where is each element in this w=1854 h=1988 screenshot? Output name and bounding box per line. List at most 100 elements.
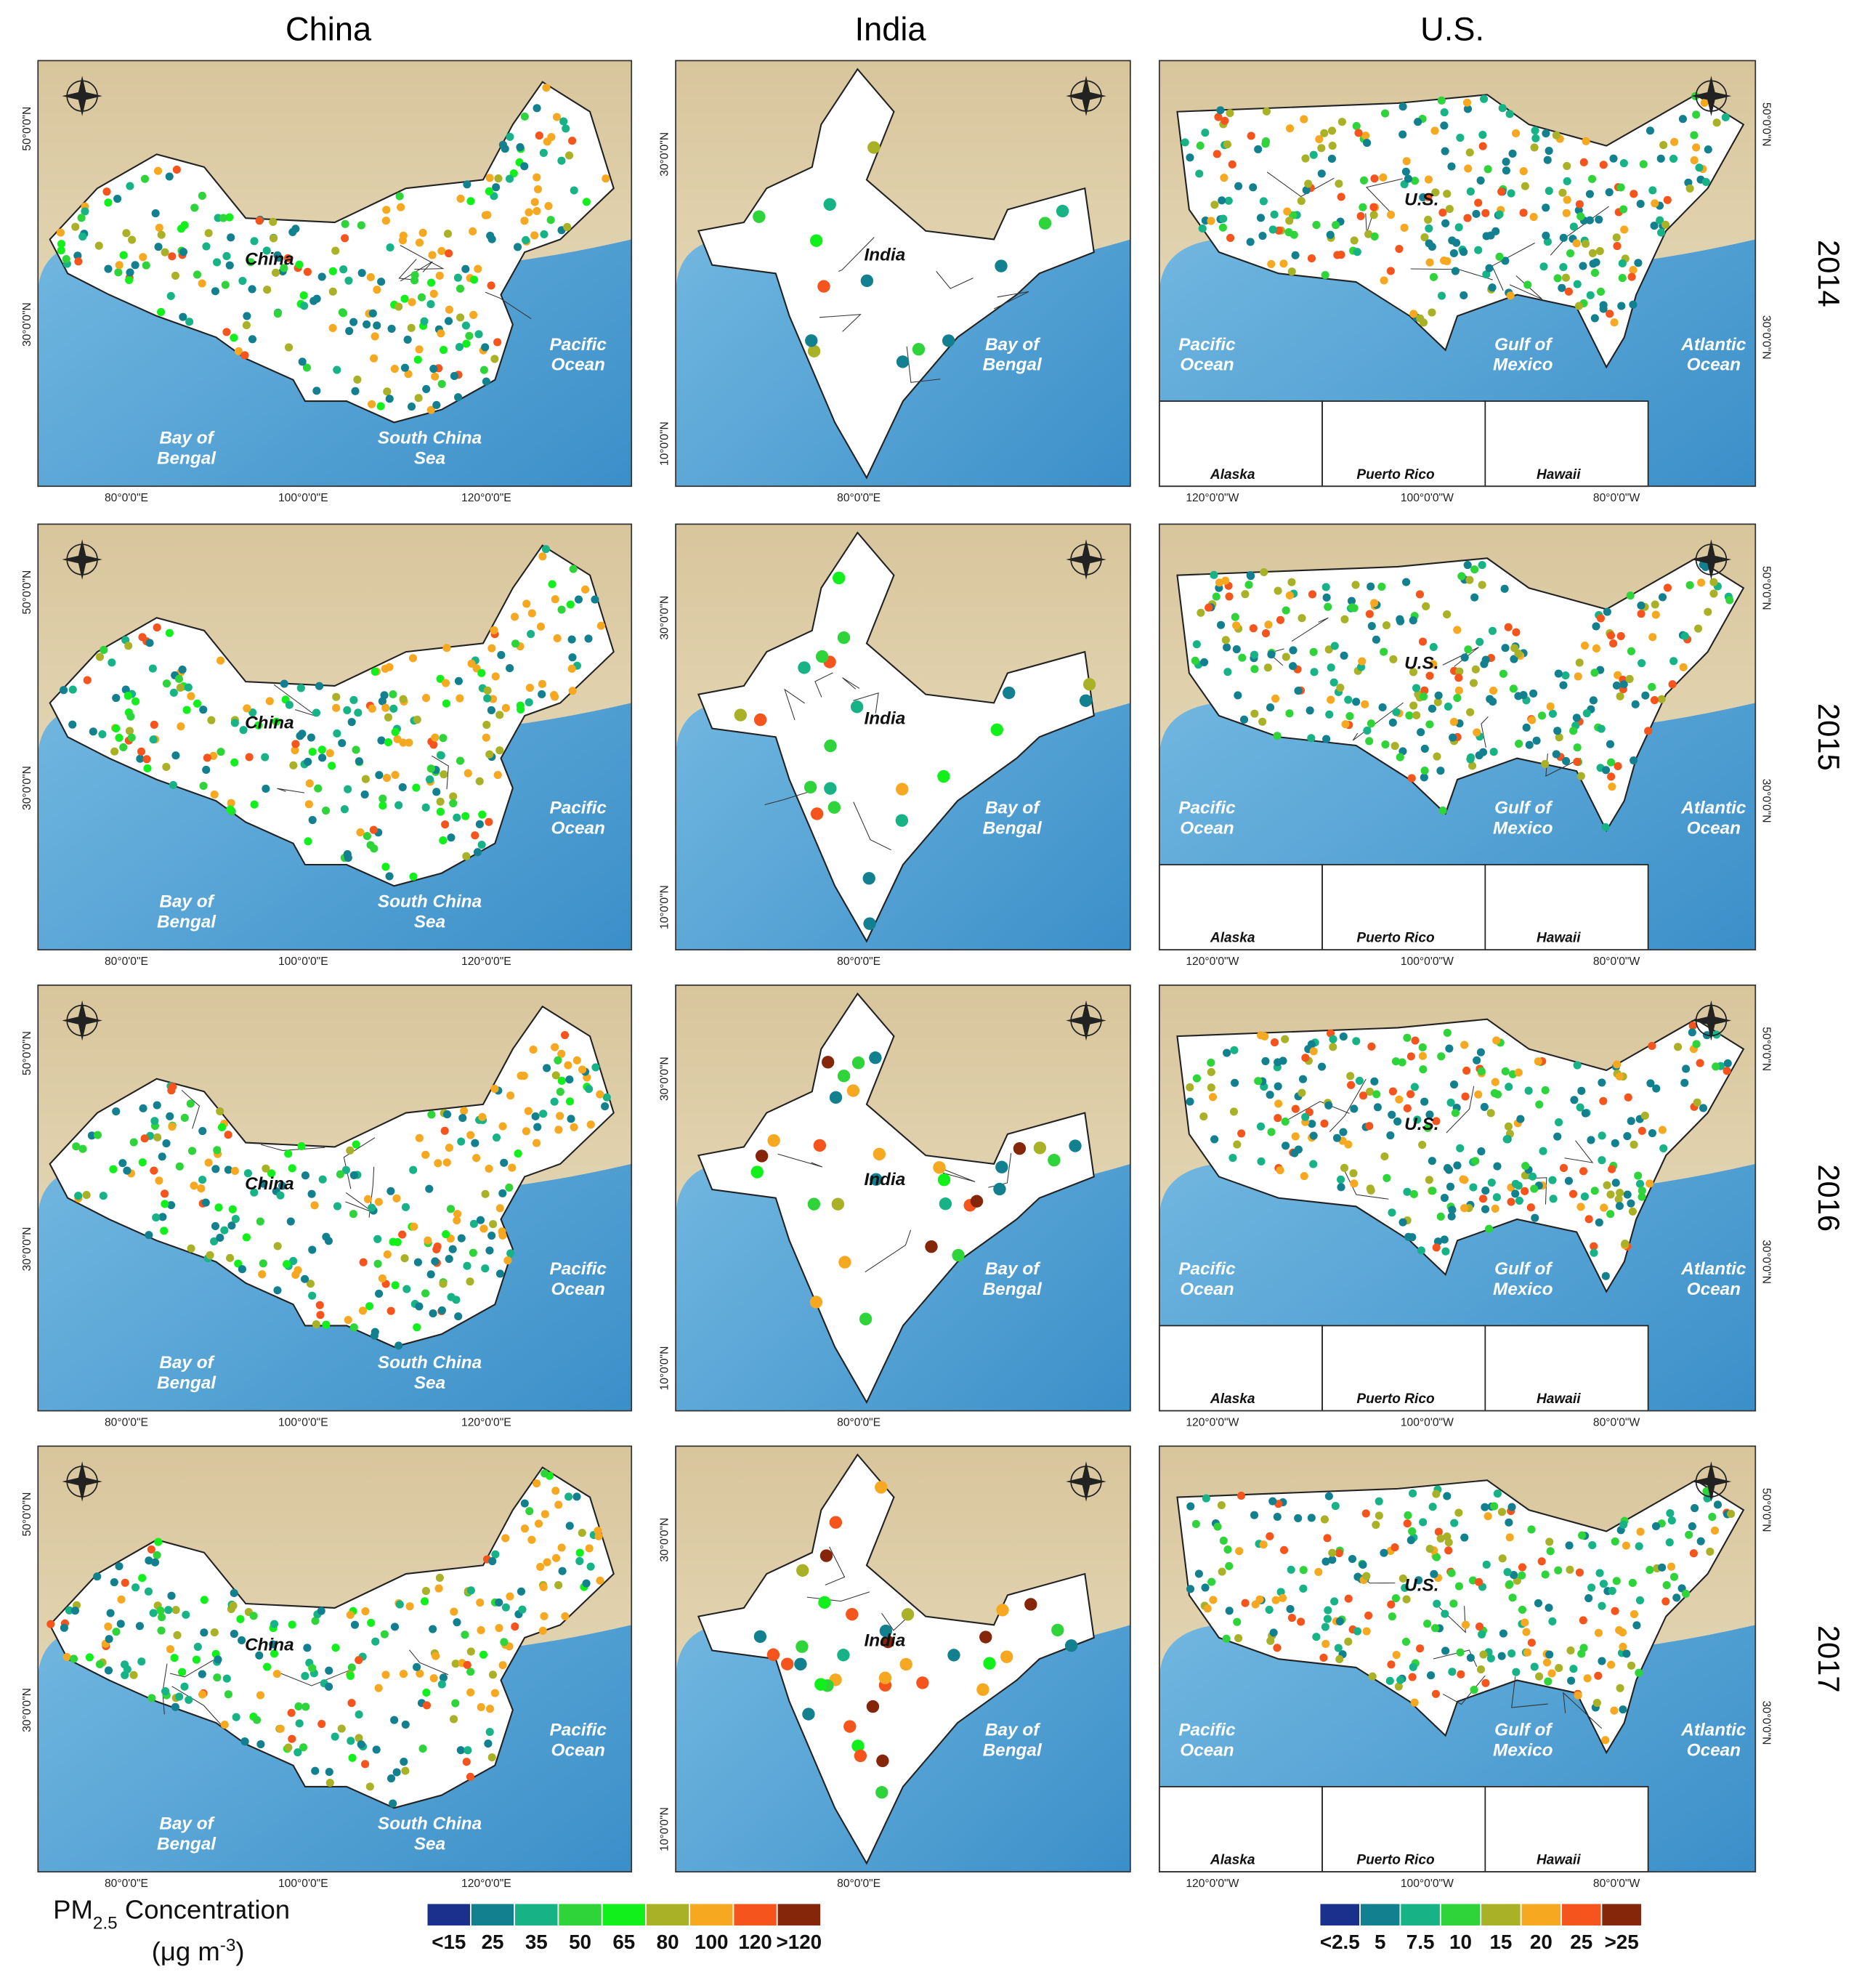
station xyxy=(1064,1639,1078,1652)
station xyxy=(167,1200,176,1210)
station xyxy=(1678,115,1688,124)
station xyxy=(155,223,163,232)
station xyxy=(497,650,506,659)
station xyxy=(1382,621,1391,630)
legend-unit-part: (μg m xyxy=(152,1936,220,1966)
station xyxy=(1445,205,1454,214)
station xyxy=(1191,1519,1200,1528)
station xyxy=(1423,1123,1432,1132)
station xyxy=(187,692,195,700)
station xyxy=(1388,1208,1396,1217)
station xyxy=(1320,1119,1329,1128)
station xyxy=(1437,1052,1446,1061)
station xyxy=(450,1607,458,1616)
station xyxy=(89,727,97,736)
station xyxy=(570,1123,578,1131)
station xyxy=(1261,629,1271,638)
station xyxy=(1307,1514,1316,1522)
station xyxy=(1522,723,1531,732)
map-label: Pacific xyxy=(1178,1259,1236,1279)
station xyxy=(489,1220,498,1229)
station xyxy=(1637,601,1645,610)
station xyxy=(1048,1154,1061,1167)
station xyxy=(1545,1538,1554,1546)
station xyxy=(1207,1083,1215,1092)
station xyxy=(104,198,113,207)
station xyxy=(1542,231,1550,240)
station xyxy=(1401,167,1410,176)
station xyxy=(1195,169,1204,178)
legend-label: 5 xyxy=(1375,1931,1385,1953)
station xyxy=(1208,1093,1218,1102)
station xyxy=(470,275,479,284)
station xyxy=(1256,214,1266,222)
station xyxy=(1255,1595,1264,1604)
station xyxy=(1670,137,1679,146)
station xyxy=(1489,686,1498,695)
station xyxy=(425,1184,434,1193)
station xyxy=(432,1652,440,1660)
station xyxy=(1672,1593,1681,1602)
station xyxy=(1258,231,1267,241)
station xyxy=(1294,687,1303,695)
station xyxy=(1205,603,1213,612)
station xyxy=(937,769,950,783)
station xyxy=(456,194,465,203)
station xyxy=(1486,1109,1495,1118)
station xyxy=(596,1576,604,1585)
station xyxy=(344,276,353,285)
station xyxy=(538,690,546,699)
station xyxy=(556,1112,564,1120)
station xyxy=(170,1654,179,1662)
station xyxy=(102,187,111,196)
station xyxy=(349,1171,358,1179)
station xyxy=(1548,709,1557,718)
station xyxy=(1502,166,1510,175)
station xyxy=(1321,271,1329,280)
station xyxy=(230,1166,240,1175)
station xyxy=(210,1628,219,1637)
station xyxy=(1519,167,1528,176)
station xyxy=(551,692,559,701)
station xyxy=(1701,177,1710,187)
station xyxy=(1404,1511,1412,1520)
station xyxy=(498,1122,507,1131)
station xyxy=(1555,1664,1563,1673)
station xyxy=(365,1782,374,1791)
station xyxy=(493,770,502,780)
y-tick-label: 10°0'0"N xyxy=(659,421,671,466)
station xyxy=(1203,1604,1212,1613)
x-tick-label: 80°0'0"E xyxy=(837,1416,881,1429)
station xyxy=(355,1710,363,1719)
station xyxy=(1431,1689,1440,1698)
station xyxy=(1614,671,1622,679)
station xyxy=(1013,1142,1027,1155)
station xyxy=(1428,1187,1437,1195)
station xyxy=(993,1182,1006,1196)
station xyxy=(1274,586,1282,595)
station xyxy=(1350,236,1359,245)
station xyxy=(824,739,837,753)
station xyxy=(227,799,235,807)
station xyxy=(539,1583,548,1591)
station xyxy=(1334,1644,1343,1652)
station xyxy=(399,1670,408,1678)
station xyxy=(1519,690,1528,700)
station xyxy=(116,1620,125,1628)
station xyxy=(341,234,349,243)
station xyxy=(1661,1597,1670,1606)
station xyxy=(169,780,177,789)
station xyxy=(456,694,464,703)
station xyxy=(1618,259,1627,268)
province-border xyxy=(825,1546,846,1585)
station xyxy=(881,1635,895,1649)
station xyxy=(374,1684,383,1692)
station xyxy=(165,629,174,637)
station xyxy=(794,1657,807,1670)
station xyxy=(518,1605,527,1614)
station xyxy=(1510,644,1519,652)
map-label: Sea xyxy=(414,448,445,468)
station xyxy=(262,1164,270,1173)
station xyxy=(201,1198,210,1207)
station xyxy=(557,156,566,165)
